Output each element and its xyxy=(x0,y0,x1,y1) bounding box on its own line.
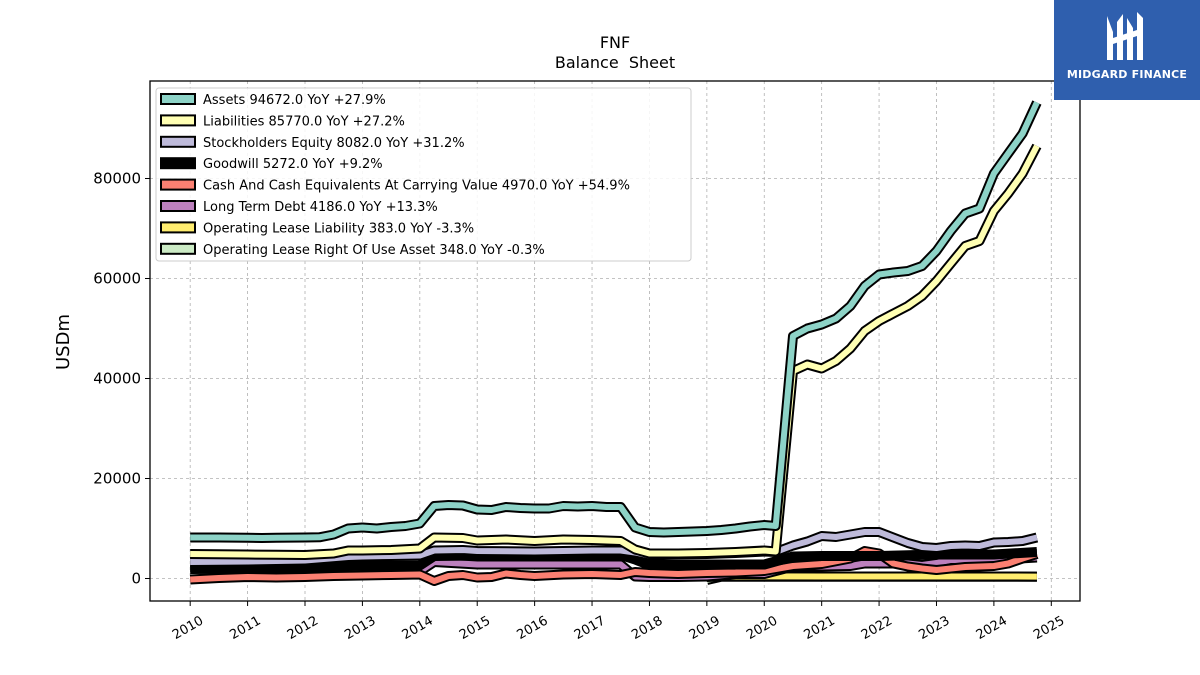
legend-swatch-operating-lease-liability xyxy=(160,221,196,234)
y-axis-label: USDm xyxy=(53,314,74,370)
legend-swatch-cash-and-cash-equivalents-at-carrying-value xyxy=(160,178,196,191)
y-tick-label: 60000 xyxy=(93,270,141,288)
midgard-finance-logo: MIDGARD FINANCE xyxy=(1054,0,1200,100)
legend-box xyxy=(155,87,692,262)
series-layer xyxy=(189,100,1042,586)
x-tick-label: 2017 xyxy=(572,613,608,643)
legend-label-cash-and-cash-equivalents-at-carrying-value: Cash And Cash Equivalents At Carrying Va… xyxy=(203,179,630,194)
legend-swatch-stockholders-equity xyxy=(160,135,196,148)
legend-label-assets: Assets 94672.0 YoY +27.9% xyxy=(203,93,386,108)
legend-label-liabilities: Liabilities 85770.0 YoY +27.2% xyxy=(203,114,405,129)
x-tick-label: 2019 xyxy=(687,613,723,643)
series-line-cash-and-cash-equivalents-at-carrying-value xyxy=(190,548,1038,584)
legend-swatch-goodwill xyxy=(160,157,196,170)
legend-label-operating-lease-right-of-use-asset: Operating Lease Right Of Use Asset 348.0… xyxy=(203,243,545,258)
legend-label-stockholders-equity: Stockholders Equity 8082.0 YoY +31.2% xyxy=(203,136,465,151)
legend-swatch-long-term-debt xyxy=(160,200,196,212)
x-tick-label: 2015 xyxy=(457,613,493,643)
series-line-assets xyxy=(190,101,1040,541)
y-tick-label: 20000 xyxy=(93,470,141,488)
x-tick-label: 2021 xyxy=(802,613,838,643)
y-tick-label: 80000 xyxy=(93,170,141,188)
x-tick-label: 2014 xyxy=(400,613,436,643)
x-tick-label: 2025 xyxy=(1031,613,1067,643)
legend-swatch-liabilities xyxy=(160,114,196,127)
x-tick-label: 2018 xyxy=(629,613,665,643)
series-line-liabilities xyxy=(190,144,1040,558)
x-tick-label: 2016 xyxy=(514,613,550,643)
x-tick-label: 2013 xyxy=(342,613,378,643)
x-tick-label: 2023 xyxy=(916,613,952,643)
legend-swatch-assets xyxy=(160,93,196,105)
legend-swatch-operating-lease-right-of-use-asset xyxy=(160,242,196,255)
plot-frame xyxy=(149,80,1081,602)
x-tick-label: 2012 xyxy=(285,613,321,643)
legend-label-goodwill: Goodwill 5272.0 YoY +9.2% xyxy=(203,157,383,172)
y-tick-label: 0 xyxy=(131,570,141,588)
legend: Assets 94672.0 YoY +27.9% Liabilities 857… xyxy=(155,87,692,262)
legend-label-long-term-debt: Long Term Debt 4186.0 YoY +13.3% xyxy=(203,200,438,215)
y-tick-label: 40000 xyxy=(93,370,141,388)
x-tick-label: 2020 xyxy=(744,613,780,643)
x-tick-label: 2010 xyxy=(170,613,206,643)
chart-title: FNF xyxy=(600,33,630,52)
x-tick-label: 2011 xyxy=(227,613,263,643)
legend-label-operating-lease-liability: Operating Lease Liability 383.0 YoY -3.3… xyxy=(203,221,474,236)
logo-mark-icon xyxy=(1107,12,1143,60)
x-tick-label: 2022 xyxy=(859,613,895,643)
logo-text: MIDGARD FINANCE xyxy=(1066,68,1188,81)
chart-subtitle: Balance Sheet xyxy=(555,53,675,72)
x-tick-label: 2024 xyxy=(974,613,1010,643)
